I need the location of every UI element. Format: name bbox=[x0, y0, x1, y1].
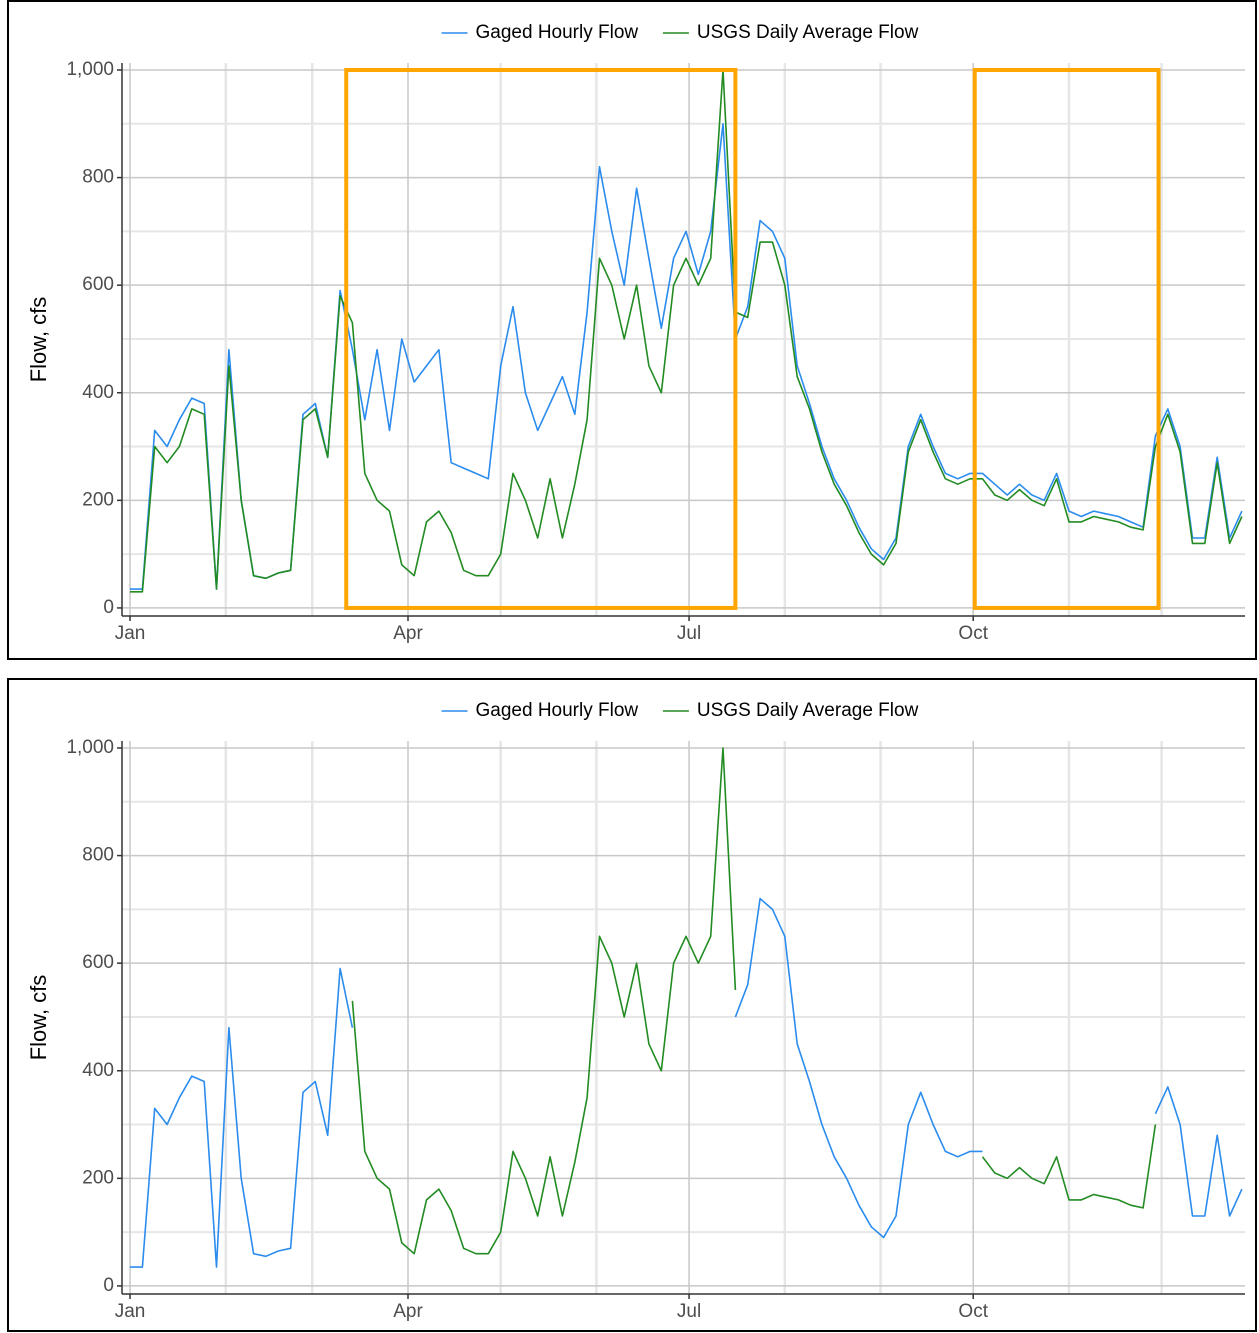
x-tick-label: Jul bbox=[677, 1301, 701, 1322]
panel: 0 200 400 600 800 1,000 Jan Apr Jul Oct Flow, cfs G… bbox=[26, 700, 1245, 1322]
y-tick-label: 200 bbox=[82, 1167, 114, 1188]
y-tick-label: 800 bbox=[82, 167, 114, 188]
x-tick-label: Oct bbox=[958, 1301, 988, 1322]
y-tick-label: 200 bbox=[82, 489, 114, 510]
legend-label: USGS Daily Average Flow bbox=[697, 700, 919, 721]
series-line bbox=[351, 747, 1157, 1255]
y-tick-label: 800 bbox=[82, 845, 114, 866]
y-axis-title: Flow, cfs bbox=[26, 297, 51, 383]
y-tick-label: 1,000 bbox=[66, 737, 114, 758]
series-line bbox=[130, 897, 1243, 1268]
panel-frame bbox=[7, 0, 1257, 660]
y-tick-label: 0 bbox=[103, 597, 114, 618]
x-tick-label: Jan bbox=[115, 623, 146, 644]
highlight-box bbox=[344, 67, 738, 610]
legend-label: Gaged Hourly Flow bbox=[476, 700, 639, 721]
x-tick-label: Jul bbox=[677, 623, 701, 644]
highlight-box bbox=[972, 67, 1161, 610]
x-tick-label: Apr bbox=[393, 623, 423, 644]
x-tick-label: Apr bbox=[393, 1301, 423, 1322]
panel-frame bbox=[7, 678, 1257, 1332]
y-tick-label: 600 bbox=[82, 952, 114, 973]
y-tick-label: 400 bbox=[82, 382, 114, 403]
x-tick-label: Oct bbox=[958, 623, 988, 644]
panel: 0 200 400 600 800 1,000 Jan Apr Jul Oct Flow, cfs G… bbox=[26, 22, 1245, 644]
legend-label: USGS Daily Average Flow bbox=[697, 22, 919, 43]
y-tick-label: 400 bbox=[82, 1060, 114, 1081]
y-tick-label: 0 bbox=[103, 1275, 114, 1296]
series-line bbox=[130, 123, 1243, 590]
x-tick-label: Jan bbox=[115, 1301, 146, 1322]
series-line bbox=[130, 69, 1243, 593]
y-tick-label: 600 bbox=[82, 274, 114, 295]
y-axis-title: Flow, cfs bbox=[26, 975, 51, 1061]
y-tick-label: 1,000 bbox=[66, 59, 114, 80]
legend-label: Gaged Hourly Flow bbox=[476, 22, 639, 43]
